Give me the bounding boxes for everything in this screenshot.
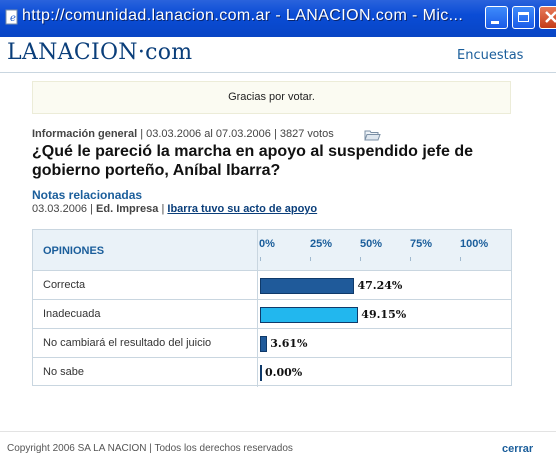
row-divider	[257, 271, 258, 300]
result-row: No sabe 0.00%	[33, 357, 511, 387]
row-divider	[257, 329, 258, 358]
window-title-bar[interactable]: e http://comunidad.lanacion.com.ar - LAN…	[0, 0, 556, 37]
scale-tick	[360, 257, 361, 261]
result-row: Inadecuada 49.15%	[33, 299, 511, 329]
result-bar	[260, 365, 262, 381]
close-icon	[545, 11, 556, 23]
scale-label-75: 75%	[410, 238, 433, 250]
vote-thanks-notice: Gracias por votar.	[32, 81, 511, 114]
row-divider	[257, 358, 258, 387]
related-notes-title: Notas relacionadas	[32, 188, 143, 202]
header-divider	[0, 72, 556, 73]
result-percent: 49.15%	[361, 308, 407, 321]
copyright-text: Copyright 2006 SA LA NACION | Todos los …	[7, 443, 293, 454]
site-header: LANACION·com Encuestas	[0, 37, 556, 73]
scale-label-50: 50%	[360, 238, 383, 250]
close-button[interactable]	[539, 6, 556, 29]
lanacion-logo[interactable]: LANACION·com	[7, 40, 193, 65]
ie-page-icon: e	[5, 9, 18, 25]
scale-tick	[410, 257, 411, 261]
result-row: No cambiará el resultado del juicio 3.61…	[33, 328, 511, 358]
scale-tick	[310, 257, 311, 261]
encuestas-link[interactable]: Encuestas	[457, 48, 524, 63]
result-percent: 0.00%	[265, 366, 303, 379]
result-label: Correcta	[43, 279, 86, 291]
result-label: No cambiará el resultado del juicio	[43, 337, 212, 349]
results-header: OPINIONES 0% 25% 50% 75% 100%	[33, 230, 511, 270]
related-source: Ed. Impresa	[96, 203, 159, 215]
poll-results-table: OPINIONES 0% 25% 50% 75% 100% Correcta 4…	[32, 229, 512, 387]
related-note: 03.03.2006 | Ed. Impresa | Ibarra tuvo s…	[32, 203, 318, 215]
row-divider	[257, 300, 258, 329]
maximize-button[interactable]	[512, 6, 535, 29]
footer-divider	[0, 431, 556, 432]
minimize-icon	[491, 21, 499, 24]
poll-votes: 3827 votos	[279, 128, 334, 140]
maximize-icon	[518, 12, 529, 22]
scale-label-25: 25%	[310, 238, 333, 250]
result-bar	[260, 307, 359, 323]
poll-question: ¿Qué le pareció la marcha en apoyo al su…	[32, 143, 474, 179]
scale-tick	[460, 257, 461, 261]
close-link[interactable]: cerrar	[502, 443, 534, 455]
results-header-divider	[257, 230, 258, 270]
poll-date-range: 03.03.2006 al 07.03.2006	[146, 128, 271, 140]
related-date: 03.03.2006	[32, 203, 88, 215]
result-row: Correcta 47.24%	[33, 270, 511, 300]
result-percent: 47.24%	[357, 279, 403, 292]
svg-text:e: e	[10, 13, 16, 24]
result-bar	[260, 278, 355, 294]
folder-icon[interactable]	[364, 129, 381, 141]
result-bar	[260, 336, 268, 352]
result-percent: 3.61%	[270, 337, 308, 350]
poll-meta: Información general | 03.03.2006 al 07.0…	[32, 128, 334, 140]
result-label: No sabe	[43, 366, 84, 378]
related-article-link[interactable]: Ibarra tuvo su acto de apoyo	[167, 203, 318, 215]
scale-label-100: 100%	[460, 238, 489, 250]
opinions-header: OPINIONES	[43, 245, 105, 257]
window-title: http://comunidad.lanacion.com.ar - LANAC…	[22, 7, 464, 24]
poll-category: Información general	[32, 128, 138, 140]
minimize-button[interactable]	[485, 6, 508, 29]
result-label: Inadecuada	[43, 308, 101, 320]
scale-tick	[260, 257, 261, 261]
scale-label-0: 0%	[259, 238, 275, 250]
